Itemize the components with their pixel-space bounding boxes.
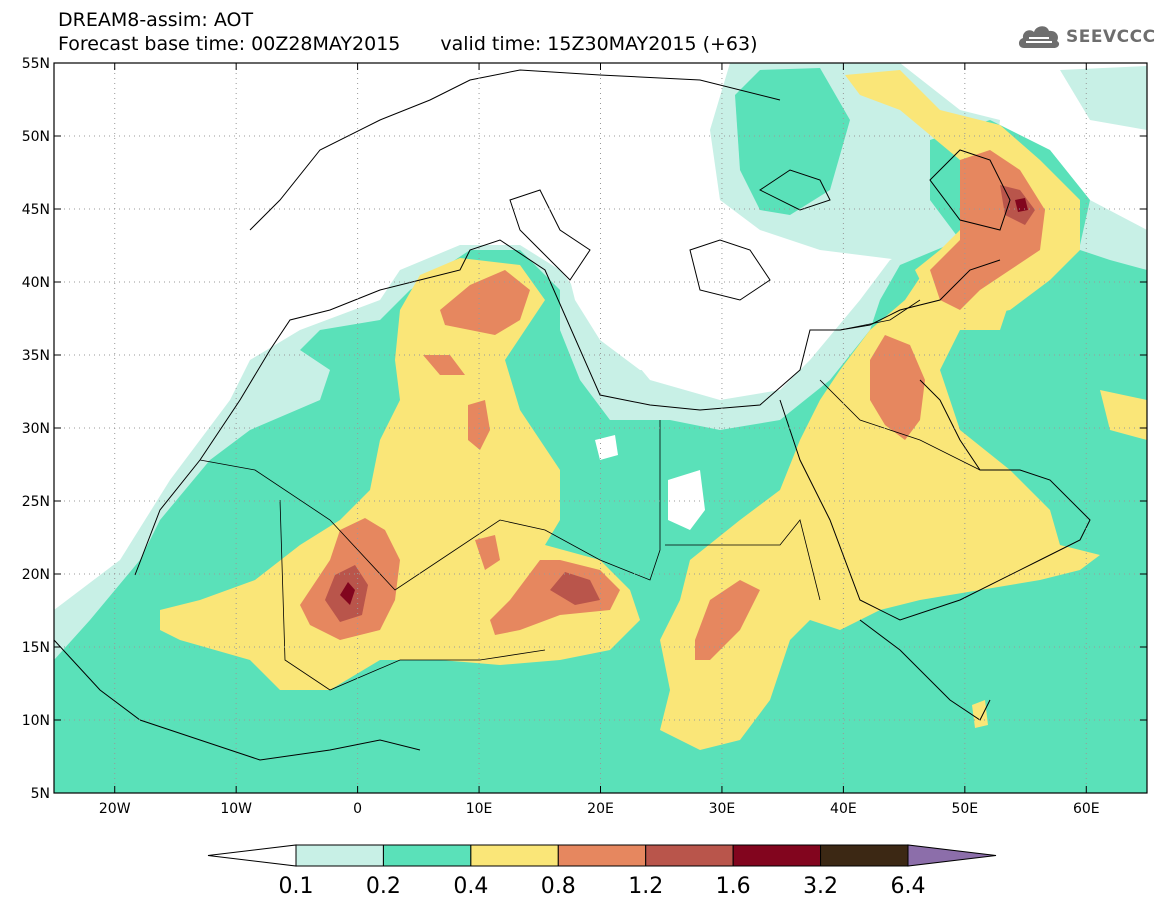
lon-tick-label: 30E	[709, 801, 736, 817]
lon-tick-label: 60E	[1073, 801, 1100, 817]
axis-labels: 20W 10W 0 10E 20E 30E 40E 50E 60E 55N 50N 45N 40N 35N…	[22, 56, 1100, 817]
colorbar-swatch	[732, 844, 822, 867]
lon-tick-label: 20E	[587, 801, 614, 817]
forecast-time-line: Forecast base time: 00Z28MAY2015 valid ti…	[58, 34, 758, 55]
colorbar-swatch	[382, 844, 472, 867]
lon-tick-label: 10E	[466, 801, 493, 817]
lon-tick-label: 10W	[220, 801, 252, 817]
lat-tick-label: 5N	[31, 786, 50, 802]
lon-tick-label: 40E	[830, 801, 857, 817]
lat-tick-label: 55N	[22, 56, 50, 72]
colorbar-swatch	[470, 844, 559, 867]
lat-tick-label: 35N	[22, 348, 50, 364]
lon-tick-label: 0	[353, 801, 362, 817]
colorbar-label: 0.2	[366, 874, 401, 899]
axis-ticks	[54, 62, 1147, 794]
lat-tick-label: 10N	[22, 713, 50, 729]
colorbar-label: 0.4	[453, 874, 488, 899]
lon-tick-label: 20W	[99, 801, 131, 817]
lat-tick-label: 40N	[22, 275, 50, 291]
colorbar-swatch	[645, 844, 734, 867]
lat-tick-label: 45N	[22, 202, 50, 218]
colorbar-swatch	[557, 844, 647, 867]
seevccc-logo: SEEVCCC	[1016, 20, 1156, 54]
lon-tick-label: 50E	[951, 801, 978, 817]
colorbar-label: 3.2	[803, 874, 838, 899]
colorbar-label: 0.8	[541, 874, 576, 899]
lat-tick-label: 25N	[22, 494, 50, 510]
lat-tick-label: 15N	[22, 640, 50, 656]
colorbar-label: 1.6	[716, 874, 751, 899]
colorbar-label: 1.2	[628, 874, 663, 899]
lat-tick-label: 30N	[22, 421, 50, 437]
colorbar-swatch	[820, 844, 909, 867]
colorbar-low-arrow	[207, 844, 297, 867]
cloud-icon	[1018, 26, 1060, 48]
colorbar-swatch	[295, 844, 384, 867]
lat-tick-label: 20N	[22, 567, 50, 583]
coastlines	[54, 69, 1091, 761]
colorbar-label: 6.4	[891, 874, 926, 899]
lat-tick-label: 50N	[22, 129, 50, 145]
logo-text: SEEVCCC	[1066, 27, 1156, 47]
aot-low-region	[560, 220, 820, 530]
valid-time: valid time: 15Z30MAY2015 (+63)	[440, 33, 758, 55]
colorbar-high-arrow	[907, 844, 997, 867]
base-time: Forecast base time: 00Z28MAY2015	[58, 33, 401, 55]
colorbar-label: 0.1	[279, 874, 314, 899]
country-borders	[199, 299, 981, 691]
colorbar: 0.1 0.2 0.4 0.8 1.2 1.6 3.2 6.4	[207, 844, 997, 899]
map-title: DREAM8-assim: AOT	[58, 9, 254, 31]
